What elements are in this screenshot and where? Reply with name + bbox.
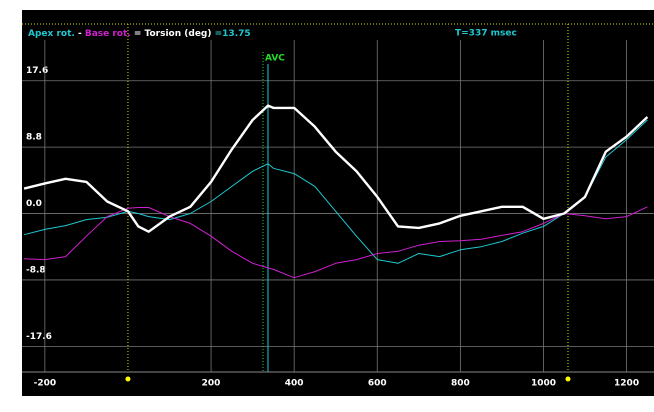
event-dot (125, 376, 131, 382)
y-tick-label: 0.0 (26, 199, 42, 209)
x-tick-label: 600 (368, 379, 387, 389)
legend-entry: Torsion (deg) (145, 29, 212, 39)
legend-operator: = (134, 29, 142, 39)
legend-entry: Base rot. (85, 29, 131, 39)
y-tick-label: 8.8 (26, 133, 42, 143)
x-tick-label: 400 (285, 379, 304, 389)
y-tick-label: -17.6 (26, 332, 52, 342)
series-group (23, 104, 649, 279)
x-tick-label: 1200 (614, 379, 639, 389)
x-tick-label: 1000 (531, 379, 556, 389)
y-tick-label: 17.6 (26, 66, 48, 76)
event-dot (565, 376, 571, 382)
x-tick-label: 800 (451, 379, 470, 389)
cursor-label: T=337 msec (455, 29, 517, 39)
series-line (24, 206, 648, 279)
legend-entry: Apex rot. (28, 29, 75, 39)
avc-label: AVC (265, 54, 285, 64)
x-tick-label: -200 (34, 379, 57, 389)
series-line (23, 119, 648, 264)
x-tick-label: 200 (202, 379, 221, 389)
legend: Apex rot. - Base rot. = Torsion (deg) =1… (28, 29, 251, 39)
series-line (23, 104, 649, 233)
legend-operator: - (78, 29, 82, 39)
plot-background (22, 10, 654, 396)
torsion-readout: =13.75 (215, 29, 251, 39)
y-tick-label: -8.8 (26, 265, 46, 275)
